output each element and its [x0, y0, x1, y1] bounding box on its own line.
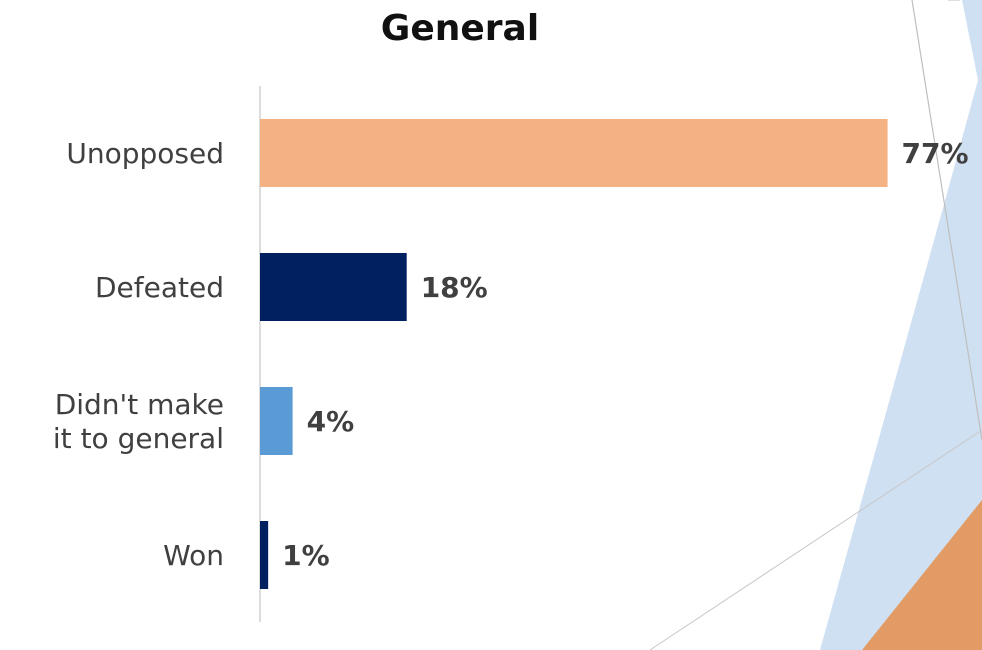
category-label-2-line-0: Didn't make: [55, 388, 224, 421]
category-label-0-line-0: Unopposed: [66, 137, 224, 170]
value-label-1: 18%: [421, 271, 488, 304]
category-label-3-line-0: Won: [163, 539, 224, 572]
bar-0: [260, 119, 888, 187]
category-label-3: Won: [163, 539, 224, 572]
value-label-0: 77%: [902, 137, 969, 170]
bar-2: [260, 387, 293, 455]
bar-1: [260, 253, 407, 321]
bar-3: [260, 521, 269, 589]
decor-line-a: [911, 0, 982, 441]
decor-light-blue-panel: [820, 0, 982, 650]
category-label-2: Didn't make it to general: [53, 388, 224, 455]
category-label-2-line-1: it to general: [53, 422, 224, 455]
category-label-1-line-0: Defeated: [95, 271, 224, 304]
value-label-3: 1%: [282, 539, 330, 572]
decor-line-b: [649, 429, 982, 650]
decor-orange-panel: [862, 500, 982, 650]
value-label-2: 4%: [307, 405, 355, 438]
category-label-0: Unopposed: [66, 137, 224, 170]
category-label-1: Defeated: [95, 271, 224, 304]
chart-title: General: [380, 8, 540, 49]
